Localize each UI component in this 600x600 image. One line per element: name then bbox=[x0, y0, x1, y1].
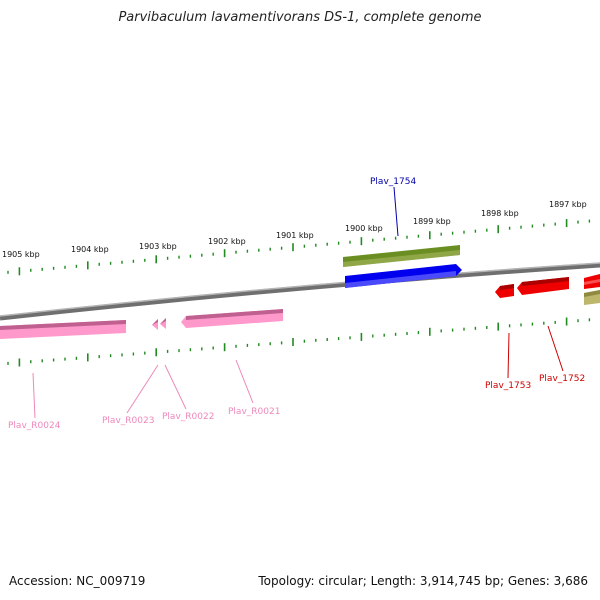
label-plav-1752[interactable]: Plav_1752 bbox=[539, 374, 585, 384]
gene-plav-r0021[interactable] bbox=[181, 309, 283, 328]
label-plav-r0023[interactable]: Plav_R0023 bbox=[102, 416, 154, 426]
accession-text: Accession: NC_009719 bbox=[9, 574, 146, 588]
tick-label-1897: 1897 kbp bbox=[549, 200, 587, 209]
leader-plav-r0022 bbox=[164, 364, 187, 410]
gene-olive-upper[interactable] bbox=[343, 245, 460, 267]
gene-plav-r0023[interactable] bbox=[152, 318, 166, 330]
leader-plav-r0023 bbox=[126, 364, 159, 414]
gene-plav-r0024[interactable] bbox=[0, 320, 126, 339]
gene-red-edge-right[interactable] bbox=[584, 274, 600, 289]
label-plav-1753[interactable]: Plav_1753 bbox=[485, 381, 531, 391]
label-plav-r0022[interactable]: Plav_R0022 bbox=[162, 412, 214, 422]
tick-label-1903: 1903 kbp bbox=[139, 242, 177, 251]
map-title: Parvibaculum lavamentivorans DS-1, compl… bbox=[118, 10, 482, 25]
genome-backbone-highlight bbox=[0, 262, 600, 317]
gene-plav-1753[interactable] bbox=[495, 284, 514, 298]
gene-plav-1754[interactable] bbox=[345, 264, 462, 288]
tick-label-1902: 1902 kbp bbox=[208, 237, 246, 246]
tick-label-1900: 1900 kbp bbox=[345, 224, 383, 233]
gene-plav-1752[interactable] bbox=[517, 277, 569, 295]
label-plav-r0021[interactable]: Plav_R0021 bbox=[228, 407, 280, 417]
topology-summary: Topology: circular; Length: 3,914,745 bp… bbox=[258, 574, 588, 588]
genome-backbone bbox=[0, 262, 600, 321]
leader-plav-1752 bbox=[547, 325, 564, 372]
lower-ruler bbox=[7, 317, 591, 367]
leader-plav-1754 bbox=[393, 186, 399, 237]
tick-label-1899: 1899 kbp bbox=[413, 217, 451, 226]
leader-plav-r0024 bbox=[32, 372, 36, 419]
leader-plav-1753 bbox=[507, 332, 510, 379]
gene-khaki-edge-right[interactable] bbox=[584, 290, 600, 305]
tick-label-1904: 1904 kbp bbox=[71, 245, 109, 254]
upper-ruler bbox=[7, 219, 591, 276]
tick-label-1901: 1901 kbp bbox=[276, 231, 314, 240]
tick-label-1898: 1898 kbp bbox=[481, 209, 519, 218]
leader-plav-r0021 bbox=[235, 359, 254, 404]
label-plav-r0024[interactable]: Plav_R0024 bbox=[8, 421, 61, 431]
label-plav-1754[interactable]: Plav_1754 bbox=[370, 177, 416, 187]
tick-label-1905: 1905 kbp bbox=[2, 250, 40, 259]
